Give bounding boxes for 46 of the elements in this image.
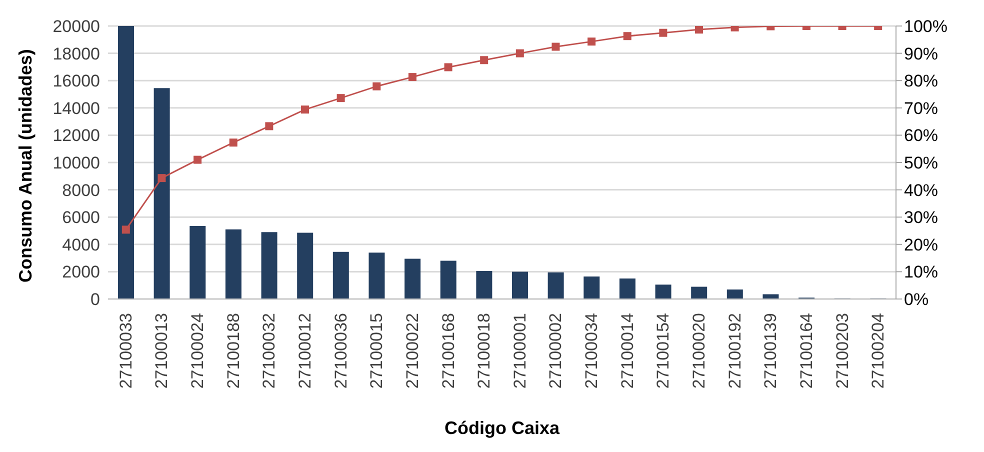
x-tick-label: 27100164 (796, 313, 816, 389)
x-tick-label: 27100024 (188, 313, 208, 389)
y-tick-label: 14000 (52, 98, 100, 118)
y2-tick-label: 90% (904, 44, 938, 64)
x-tick-label: 27100203 (832, 313, 852, 389)
x-tick-label: 27100154 (654, 313, 673, 389)
y-tick-label: 18000 (52, 44, 100, 64)
y-tick-label: 2000 (62, 262, 100, 282)
x-tick-label: 27100018 (474, 313, 494, 389)
x-tick-label: 27100013 (152, 313, 172, 389)
y2-tick-label: 60% (904, 126, 938, 146)
x-tick-label: 27100034 (582, 313, 602, 389)
y-axis-title: Consumo Anual (unidades) (15, 49, 36, 282)
y2-tick-label: 50% (904, 154, 938, 173)
x-tick-label: 27100015 (367, 313, 386, 389)
x-tick-label: 27100139 (761, 313, 780, 389)
x-tick-label: 27100204 (868, 313, 888, 389)
y-tick-label: 4000 (62, 235, 100, 254)
x-tick-label: 27100192 (725, 313, 744, 389)
y2-tick-label: 0% (904, 290, 929, 310)
y2-tick-label: 20% (904, 235, 938, 254)
x-tick-label: 27100020 (690, 313, 708, 389)
y2-tick-label: 100% (904, 17, 948, 36)
x-tick-label: 27100014 (618, 313, 637, 389)
x-tick-label: 27100188 (224, 313, 243, 389)
x-tick-label: 27100036 (331, 313, 350, 389)
y-tick-label: 8000 (62, 180, 100, 200)
x-axis-title: Código Caixa (444, 418, 560, 438)
x-tick-label: 27100012 (296, 313, 314, 389)
y2-tick-label: 40% (904, 180, 938, 200)
y-tick-label: 16000 (52, 72, 100, 91)
x-tick-label: 27100022 (402, 313, 422, 389)
y2-tick-label: 80% (904, 72, 938, 91)
x-tick-label: 27100033 (116, 313, 136, 389)
x-tick-label: 27100032 (260, 313, 279, 389)
y-tick-label: 20000 (52, 17, 100, 36)
y-tick-label: 6000 (62, 208, 100, 228)
x-tick-label: 27100001 (510, 313, 530, 389)
x-tick-label: 27100002 (546, 313, 566, 389)
y-tick-label: 12000 (52, 126, 100, 146)
y2-tick-label: 70% (904, 98, 938, 118)
y-tick-label: 10000 (52, 154, 100, 173)
y-tick-label: 0 (90, 290, 100, 310)
y2-tick-label: 10% (904, 262, 938, 282)
x-tick-label: 27100168 (438, 313, 458, 389)
y2-tick-label: 30% (904, 208, 938, 228)
